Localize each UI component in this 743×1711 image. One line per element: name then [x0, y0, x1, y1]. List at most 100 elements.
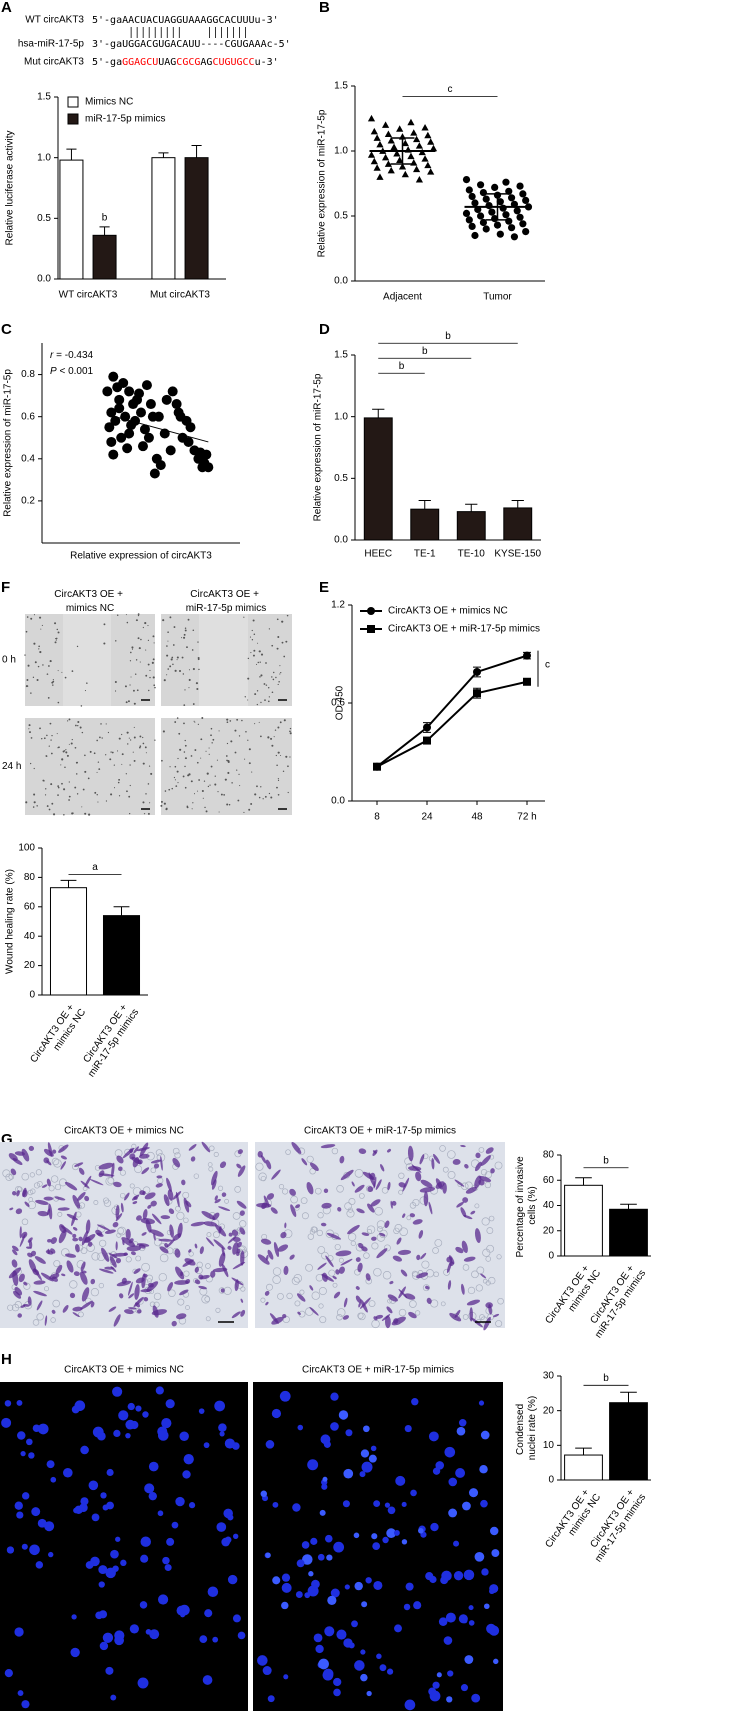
cell	[192, 667, 195, 671]
point	[496, 230, 504, 238]
y-tick-label: 30	[543, 1371, 555, 1382]
cell	[48, 1203, 53, 1220]
cell	[143, 1296, 149, 1302]
nucleus	[488, 1625, 500, 1636]
cell	[85, 1219, 91, 1234]
cell	[98, 1162, 114, 1170]
cell	[402, 1177, 410, 1192]
annotation: r = -0.434	[50, 350, 94, 361]
y-tick-label: 0	[548, 1475, 554, 1486]
cell	[124, 1309, 134, 1315]
cell	[147, 663, 150, 666]
point	[143, 432, 154, 443]
nucleus	[438, 1617, 448, 1626]
cell	[115, 1257, 122, 1264]
pore	[207, 1162, 213, 1167]
point	[370, 127, 378, 135]
cell	[121, 733, 123, 736]
cell	[271, 676, 273, 678]
y-axis-label: Relative luciferase activity	[5, 130, 16, 245]
pore	[321, 1251, 329, 1260]
cell	[184, 689, 186, 691]
nucleus	[233, 1533, 239, 1539]
nucleus	[376, 1653, 382, 1660]
cell	[166, 645, 168, 647]
pore	[29, 1172, 35, 1178]
cell	[276, 647, 279, 650]
cell	[112, 1222, 119, 1228]
cell	[340, 1169, 354, 1181]
panel-label: F	[1, 579, 10, 596]
cell	[237, 799, 240, 802]
image-title: CircAKT3 OE + mimics NC	[54, 589, 125, 614]
cell	[159, 1246, 169, 1254]
cell	[325, 1255, 334, 1268]
pore	[5, 1173, 13, 1181]
cell	[81, 731, 84, 734]
cell	[408, 1311, 417, 1319]
nucleus	[372, 1542, 381, 1551]
cell	[46, 1178, 51, 1187]
nucleus	[371, 1533, 378, 1540]
cell	[355, 1286, 360, 1290]
cell	[446, 1256, 453, 1263]
cell	[454, 1179, 465, 1187]
pore	[129, 1183, 135, 1189]
nucleus	[17, 1690, 24, 1696]
cell	[409, 1213, 416, 1218]
nucleus	[410, 1489, 417, 1497]
point	[522, 228, 530, 236]
cell	[187, 618, 190, 621]
pore	[368, 1300, 376, 1308]
cell	[281, 641, 284, 644]
significance-label: b	[603, 1373, 609, 1384]
cell	[145, 674, 148, 677]
pore	[328, 1269, 336, 1277]
point	[367, 607, 375, 615]
cell	[68, 718, 71, 721]
cell	[244, 696, 246, 698]
y-tick-label: 0.6	[331, 698, 345, 709]
cell	[266, 1193, 275, 1200]
pore	[21, 1172, 30, 1181]
cell	[277, 726, 280, 729]
cell	[162, 730, 165, 733]
cell	[12, 1190, 17, 1196]
cell	[121, 763, 123, 765]
point	[201, 449, 212, 460]
cell	[33, 614, 36, 616]
row-label: 24 h	[2, 761, 21, 772]
cell	[250, 802, 253, 805]
point	[136, 407, 146, 418]
pore	[260, 1297, 266, 1303]
pore	[474, 1203, 480, 1209]
sequence-name: hsa-miR-17-5p	[18, 39, 85, 50]
sequence: 5'-gaGGAGCUUAGCGCGAGCUGUGCCu-3'	[92, 57, 279, 68]
cell	[71, 1211, 77, 1227]
cell	[127, 743, 129, 745]
nucleus	[324, 1626, 335, 1637]
cell	[210, 1270, 216, 1278]
cell	[277, 683, 279, 686]
y-tick-label: 0.0	[334, 535, 348, 546]
cell	[77, 725, 79, 727]
cell	[51, 802, 54, 805]
pore	[432, 1247, 439, 1254]
cell	[57, 786, 60, 789]
cell	[103, 642, 106, 645]
nucleus	[404, 1424, 412, 1433]
cell	[167, 631, 169, 633]
point	[468, 222, 476, 230]
nucleus	[112, 1565, 119, 1572]
pore	[495, 1320, 503, 1328]
pore	[305, 1263, 313, 1272]
cell	[470, 1210, 476, 1215]
pore	[376, 1226, 383, 1233]
cell	[415, 1171, 422, 1182]
cell	[277, 1244, 289, 1252]
cell	[46, 734, 48, 737]
cell	[47, 696, 50, 699]
cell	[99, 1173, 115, 1177]
nucleus	[320, 1434, 331, 1445]
cell	[268, 628, 270, 630]
